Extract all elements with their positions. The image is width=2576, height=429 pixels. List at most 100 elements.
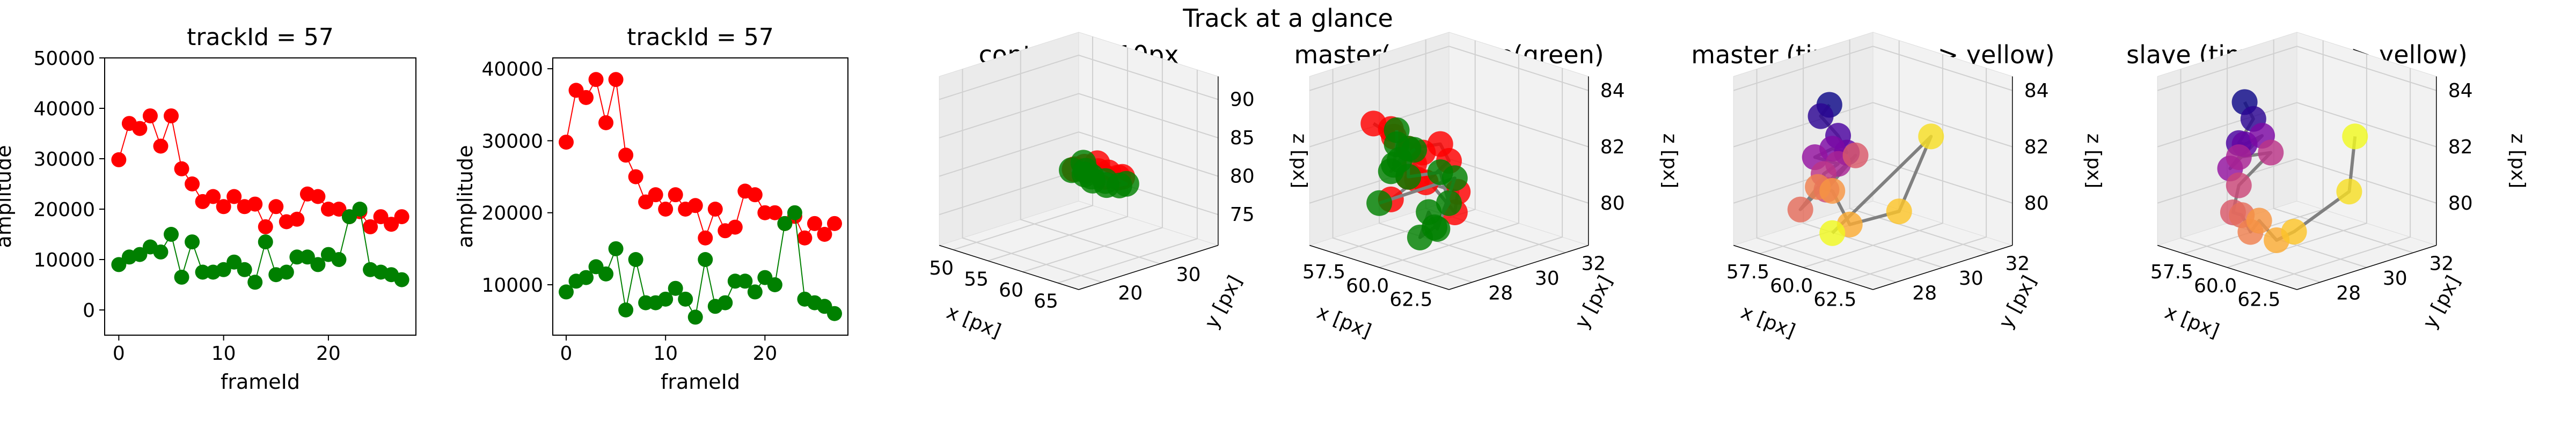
data-point — [678, 291, 693, 307]
data-point — [289, 211, 305, 227]
data-point — [195, 264, 210, 280]
data-point — [727, 219, 743, 235]
data-point — [608, 241, 624, 256]
y-tick-label: 20000 — [481, 203, 543, 225]
z-tick-label: 75 — [1230, 204, 1255, 226]
y-tick-label: 28 — [1912, 282, 1937, 304]
x-axis-label: frameId — [221, 370, 300, 394]
data-point — [331, 252, 347, 267]
data-point — [1395, 136, 1422, 162]
data-point — [1072, 158, 1099, 184]
grid-line — [939, 54, 1219, 100]
grid-line — [1022, 58, 1163, 272]
data-point — [1424, 216, 1451, 242]
data-point — [827, 216, 842, 231]
data-point — [164, 108, 179, 124]
data-point — [2342, 123, 2368, 150]
grid-line — [1379, 54, 1519, 268]
data-point — [698, 252, 713, 267]
data-point — [588, 72, 604, 87]
y-axis-label: amplitude — [453, 145, 477, 248]
grid-line — [1756, 69, 1897, 283]
y-axis-line — [1078, 245, 1219, 290]
grid-line — [2180, 69, 2321, 283]
data-point — [279, 264, 294, 280]
y-tick-label: 30 — [1535, 268, 1560, 290]
x-axis-label: x [px] — [943, 301, 1004, 342]
data-point — [579, 270, 594, 285]
data-point — [1842, 142, 1869, 168]
x-tick-label: 60 — [999, 279, 1023, 301]
x-tick-label: 57.5 — [2150, 261, 2193, 283]
data-point — [698, 230, 713, 246]
z-tick-label: 82 — [1600, 136, 1625, 158]
data-point — [216, 199, 231, 214]
grid-line — [2270, 68, 2411, 282]
data-point — [142, 108, 158, 124]
z-tick-label: 90 — [1230, 88, 1255, 110]
scatter3d-chart-2: master(red) slave(green)57.560.062.5 2830… — [1294, 32, 1681, 343]
x-tick-label: 60.0 — [2194, 275, 2237, 297]
data-point — [394, 272, 409, 287]
data-point — [807, 216, 822, 231]
z-axis-label: z [px] — [2083, 134, 2105, 189]
y-tick-label: 30000 — [33, 149, 95, 171]
data-point — [1819, 220, 1846, 246]
data-point — [247, 196, 263, 212]
data-point — [320, 202, 336, 217]
data-point — [341, 209, 357, 225]
z-tick-label: 80 — [1600, 193, 1625, 214]
data-point — [668, 187, 683, 203]
data-point — [1886, 198, 1912, 225]
data-point — [174, 269, 189, 285]
data-point — [153, 244, 169, 260]
z-tick-label: 80 — [2448, 193, 2473, 214]
data-point — [1366, 190, 1393, 216]
grid-line — [939, 131, 1219, 177]
x-tick-label: 20 — [752, 343, 777, 365]
data-point — [559, 135, 574, 150]
grid-line — [1846, 68, 1987, 282]
grid-line — [1057, 70, 1198, 284]
y-tick-label: 32 — [1582, 253, 1606, 275]
grid-line — [1733, 158, 2013, 204]
grid-line — [1733, 102, 2013, 147]
x-tick-label: 62.5 — [1813, 289, 1856, 311]
scatter3d-chart-3: master (time: blue -> yellow)57.560.062.… — [1691, 32, 2105, 343]
data-point — [394, 209, 409, 225]
data-point — [747, 187, 763, 203]
y-axis-line — [2296, 245, 2437, 290]
y-axis-label: y [px] — [1571, 272, 1616, 332]
z-tick-label: 80 — [2024, 193, 2049, 214]
grid-line — [987, 47, 1128, 262]
grid-line — [939, 93, 1219, 138]
data-point — [2226, 172, 2252, 198]
y-tick-label: 28 — [1488, 282, 1513, 304]
grid-line — [1309, 46, 1589, 91]
data-point — [598, 115, 614, 130]
data-point — [648, 187, 663, 203]
data-point — [363, 219, 378, 234]
z-tick-label: 80 — [1230, 166, 1255, 188]
x-axis-label: x [px] — [2162, 301, 2222, 342]
data-point — [2336, 179, 2362, 205]
z-tick-label: 84 — [2024, 80, 2049, 102]
x-axis-line — [939, 245, 1079, 290]
data-point — [310, 189, 326, 204]
data-point — [258, 219, 273, 234]
y-axis-line — [1448, 245, 1589, 290]
data-point — [373, 209, 389, 225]
data-point — [658, 291, 674, 307]
data-point — [2246, 208, 2272, 234]
data-point — [247, 275, 263, 290]
plot-frame — [104, 57, 416, 336]
x-tick-label: 57.5 — [1726, 261, 1769, 283]
z-tick-label: 85 — [1230, 127, 1255, 149]
scatter3d-chart-1: context +- 10px50556065203075808590x [px… — [929, 32, 1311, 343]
grid-line — [1020, 50, 1160, 264]
data-point — [1395, 164, 1422, 190]
grid-line — [1803, 54, 1943, 268]
data-point — [777, 216, 793, 231]
x-tick-label: 0 — [113, 343, 125, 365]
